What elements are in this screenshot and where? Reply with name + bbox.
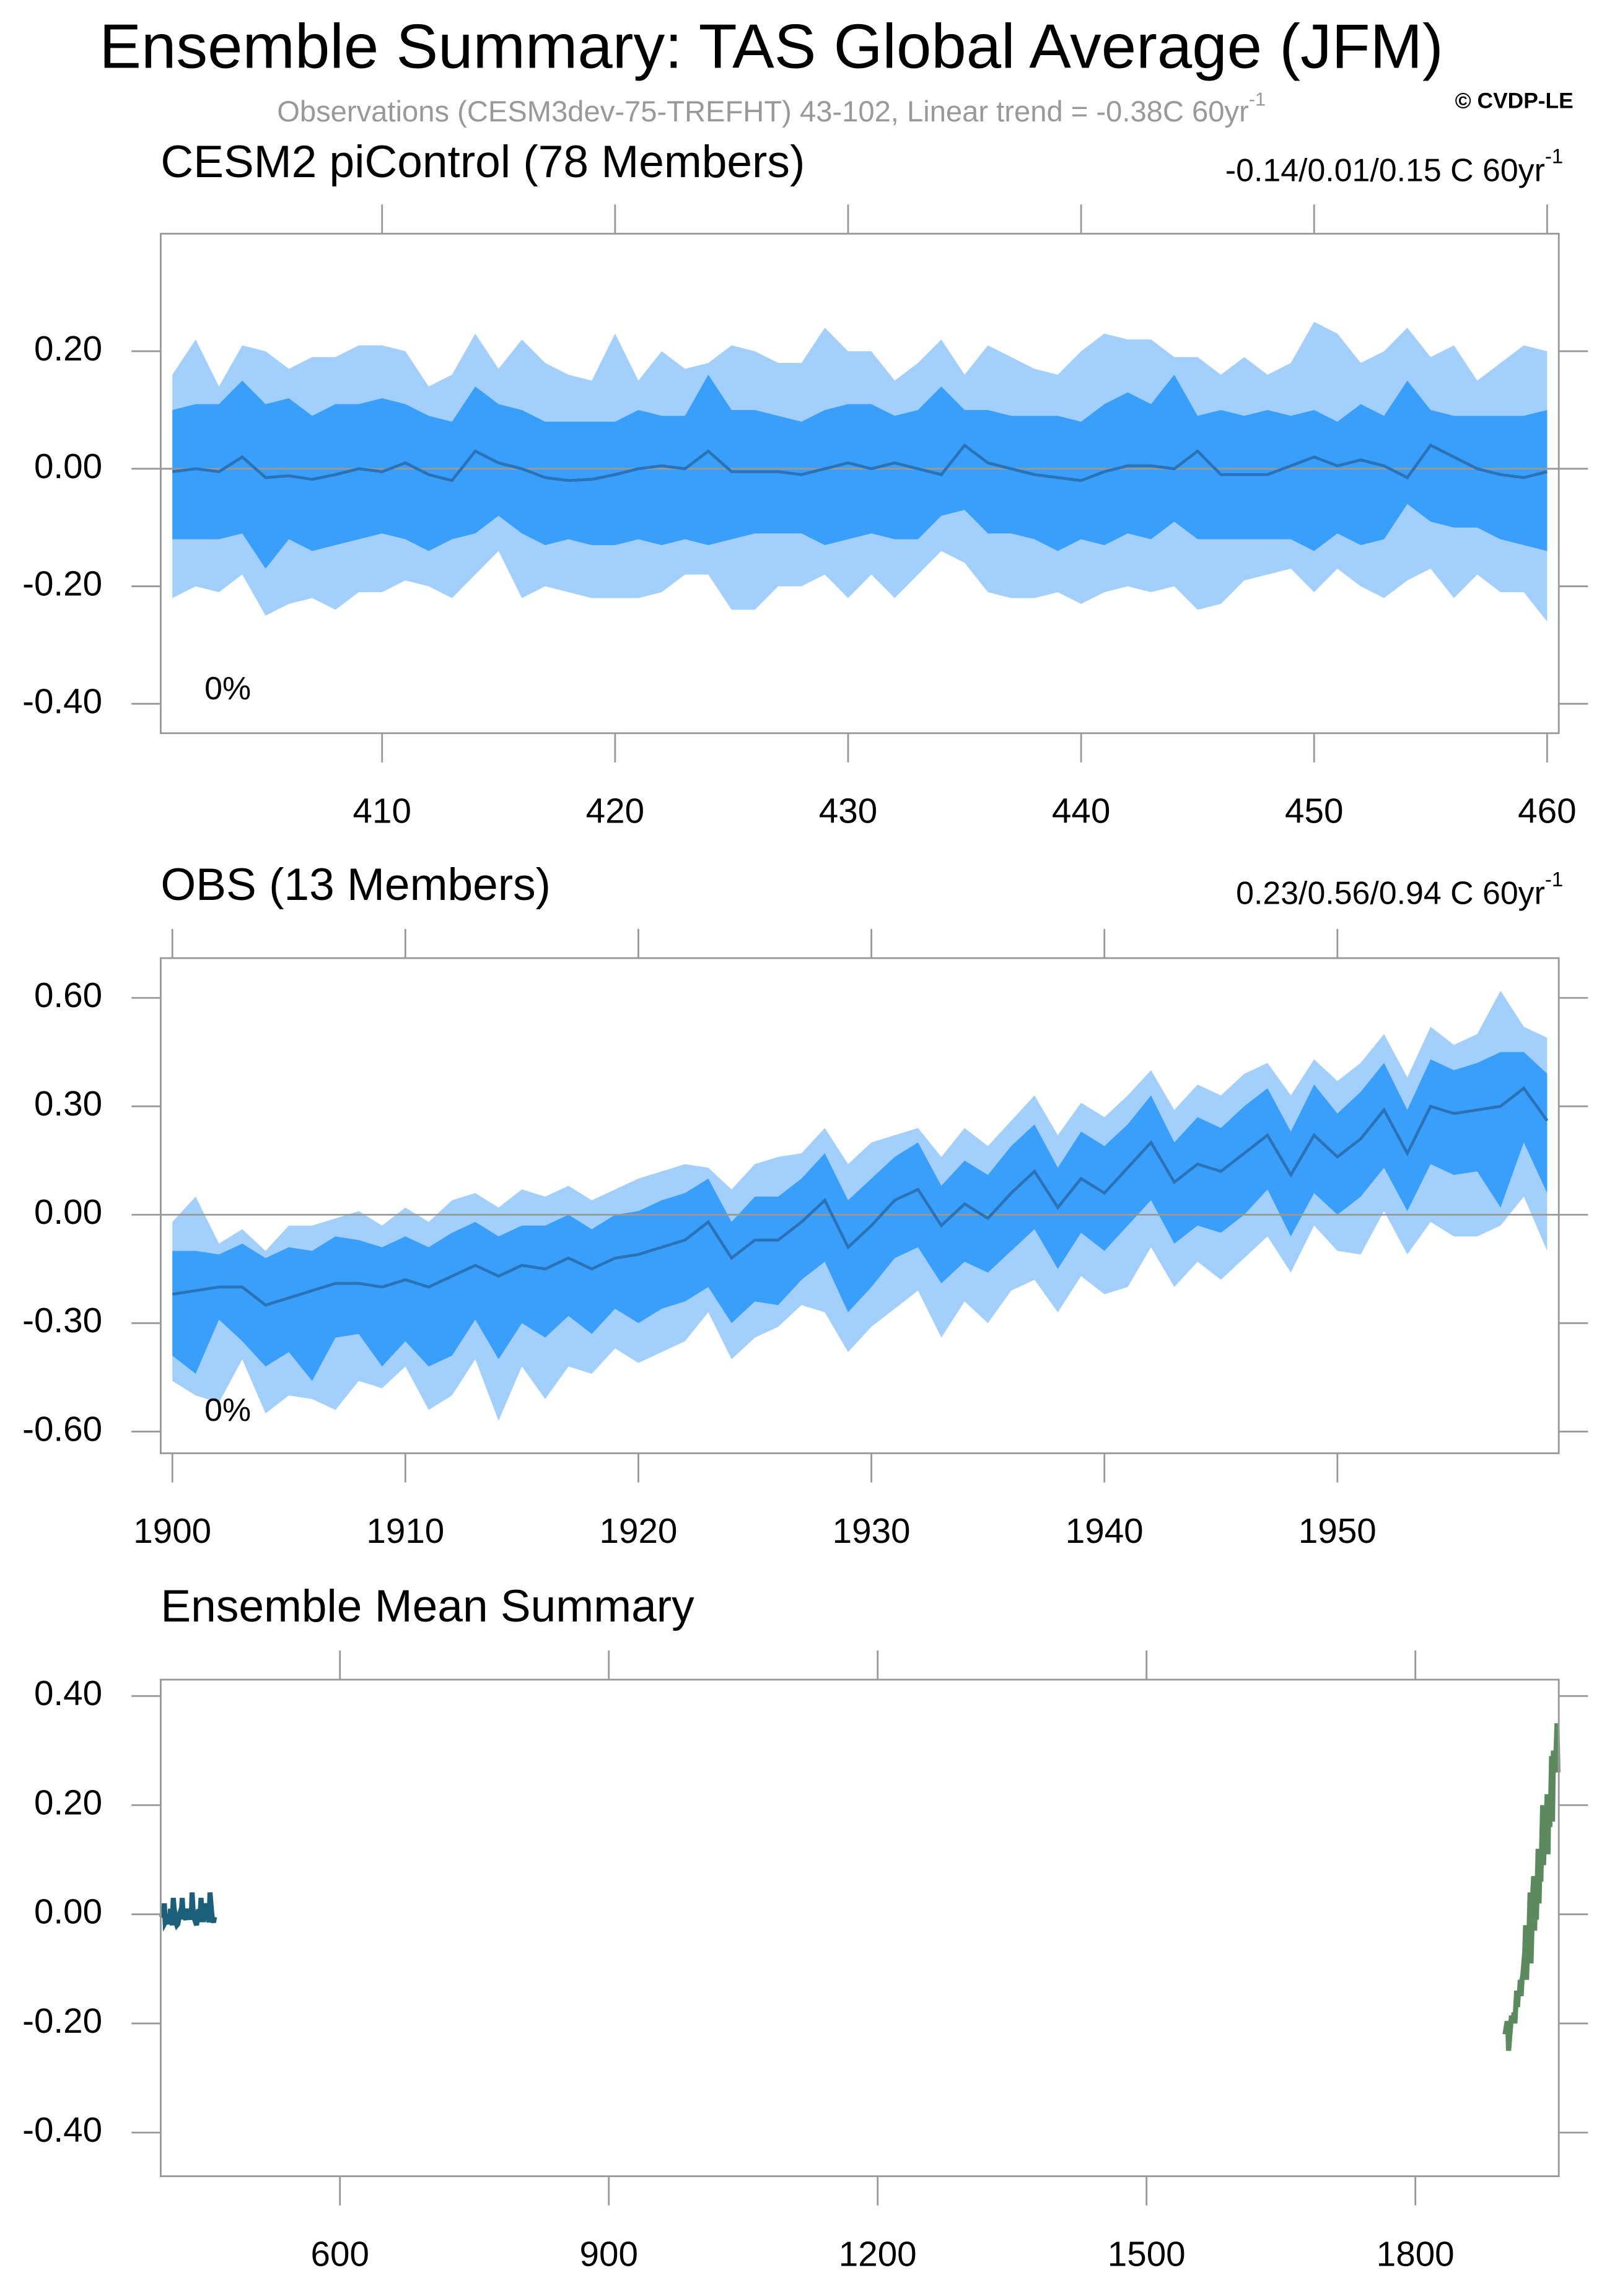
y-tick-label: 0.00 [34, 1892, 102, 1931]
trend-label: -0.14/0.01/0.15 C 60yr-1 [1225, 144, 1563, 188]
trend-superscript: -1 [1545, 144, 1563, 167]
panel-title: Ensemble Mean Summary [160, 1581, 694, 1631]
x-tick-label: 1920 [600, 1511, 678, 1550]
y-tick-label: 0.40 [34, 1674, 102, 1713]
y-tick-label: 0.00 [34, 447, 102, 486]
x-tick-label: 1900 [133, 1511, 211, 1550]
mean-line [1502, 1723, 1561, 2051]
ensemble-mean-line [172, 443, 1548, 482]
y-tick-label: 0.20 [34, 329, 102, 368]
y-tick-label: -0.30 [22, 1301, 102, 1340]
x-tick-label: 1200 [839, 2234, 917, 2273]
trend-text: -0.14/0.01/0.15 C 60yr [1225, 152, 1545, 188]
x-tick-label: 900 [580, 2234, 638, 2273]
x-tick-label: 440 [1052, 791, 1110, 830]
y-tick-label: 0.00 [34, 1192, 102, 1231]
subtitle-text: Observations (CESM3dev-75-TREFHT) 43-102… [277, 95, 1249, 128]
trend-text: 0.23/0.56/0.94 C 60yr [1236, 875, 1545, 910]
x-tick-label: 1800 [1377, 2234, 1455, 2273]
y-tick-label: -0.60 [22, 1409, 102, 1448]
y-tick-label: 0.30 [34, 1084, 102, 1123]
x-tick-label: 1910 [366, 1511, 444, 1550]
x-tick-label: 420 [586, 791, 644, 830]
x-tick-label: 460 [1518, 791, 1576, 830]
spread-band [172, 1052, 1548, 1381]
subtitle-superscript: -1 [1249, 89, 1266, 110]
y-tick-label: -0.20 [22, 2001, 102, 2040]
y-tick-label: -0.20 [22, 564, 102, 603]
watermark: © CVDP-LE [1455, 89, 1574, 113]
x-tick-label: 450 [1285, 791, 1343, 830]
x-tick-label: 1950 [1298, 1511, 1377, 1550]
percent-label: 0% [204, 670, 251, 706]
plot-border [160, 957, 1560, 1454]
y-tick-label: -0.40 [22, 681, 102, 720]
percent-label: 0% [204, 1392, 251, 1428]
plot-border [160, 232, 1560, 735]
spread-band [172, 375, 1548, 569]
figure-title: Ensemble Summary: TAS Global Average (JF… [99, 11, 1443, 81]
y-tick-label: 0.20 [34, 1783, 102, 1822]
figure-subtitle: Observations (CESM3dev-75-TREFHT) 43-102… [277, 89, 1266, 128]
x-tick-label: 600 [311, 2234, 369, 2273]
ensemble-mean-line [172, 1086, 1549, 1307]
trend-superscript: -1 [1545, 868, 1563, 891]
y-tick-label: -0.40 [22, 2110, 102, 2149]
panel-title: CESM2 piControl (78 Members) [160, 137, 805, 187]
y-tick-label: 0.60 [34, 976, 102, 1015]
x-tick-label: 430 [819, 791, 877, 830]
x-tick-label: 410 [353, 791, 411, 830]
trend-label: 0.23/0.56/0.94 C 60yr-1 [1236, 868, 1563, 911]
x-tick-label: 1930 [833, 1511, 911, 1550]
x-tick-label: 1940 [1066, 1511, 1144, 1550]
panel-title: OBS (13 Members) [160, 860, 551, 910]
mean-line [159, 1892, 217, 1932]
x-tick-label: 1500 [1108, 2234, 1186, 2273]
plot-border [160, 1678, 1560, 2178]
